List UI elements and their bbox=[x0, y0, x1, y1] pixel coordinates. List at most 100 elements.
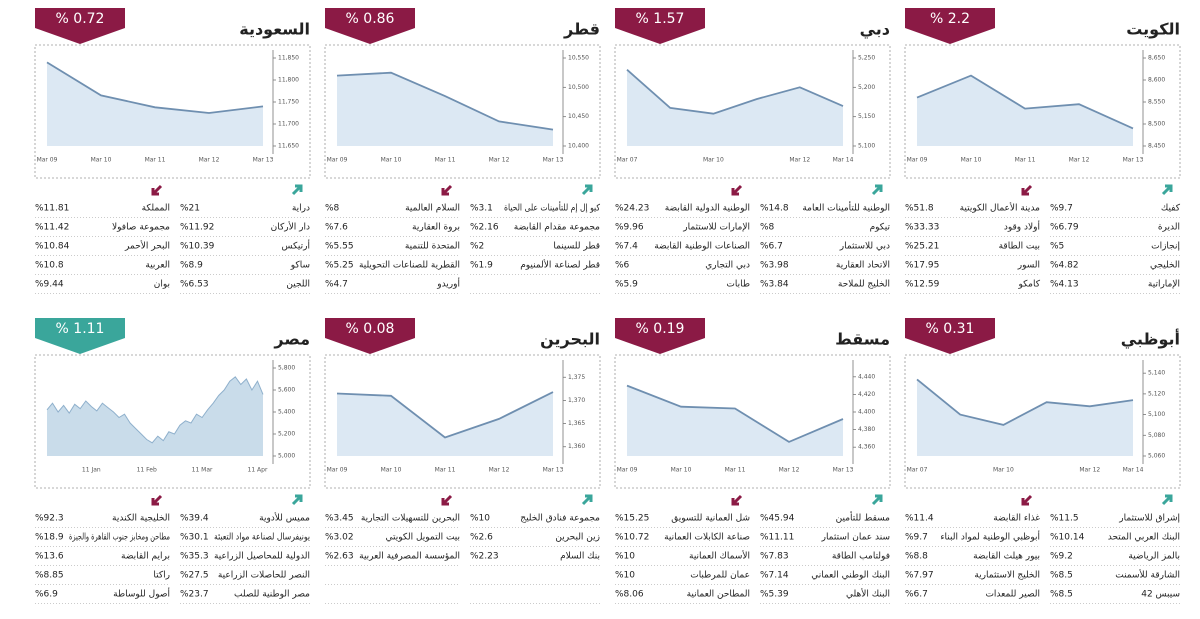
market-title: دبي bbox=[860, 20, 890, 40]
stock-name: أرتيكس bbox=[281, 240, 310, 252]
down-arrow bbox=[731, 184, 743, 196]
y-tick-label: 11,800 bbox=[278, 77, 299, 84]
change-badge bbox=[35, 318, 125, 354]
stock-change: %9.7 bbox=[1050, 204, 1073, 214]
stock-change: %2 bbox=[470, 242, 484, 252]
stock-change: %30.1 bbox=[180, 533, 209, 543]
stock-name: صناعة الكابلات العمانية bbox=[664, 533, 750, 543]
stock-change: %3.84 bbox=[760, 280, 789, 290]
stock-name: الديرة bbox=[1158, 223, 1180, 233]
x-tick-label: Mar 12 bbox=[199, 157, 220, 164]
change-label: % 0.19 bbox=[636, 321, 685, 337]
stock-name: زين البحرين bbox=[555, 533, 600, 543]
y-tick-label: 4,420 bbox=[858, 391, 875, 398]
stock-change: %92.3 bbox=[35, 514, 64, 524]
stock-name: مجموعة مقدام القابضة bbox=[514, 223, 600, 233]
stock-name: قطر لصناعة الألمنيوم bbox=[520, 259, 600, 271]
x-tick-label: Mar 13 bbox=[253, 157, 274, 164]
x-tick-label: Mar 14 bbox=[1123, 467, 1144, 474]
down-arrow bbox=[151, 184, 163, 196]
stock-name: الشارقة للأسمنت bbox=[1115, 569, 1180, 581]
x-tick-label: Mar 10 bbox=[671, 467, 692, 474]
stock-name: الخليج للملاحة bbox=[838, 280, 890, 290]
y-tick-label: 8,450 bbox=[1148, 143, 1165, 150]
x-tick-label: Mar 09 bbox=[907, 157, 928, 164]
stock-name: اللجين bbox=[286, 280, 310, 290]
stock-name: البنك الوطني العماني bbox=[811, 571, 890, 581]
x-tick-label: Mar 07 bbox=[617, 157, 638, 164]
stock-name: البنك العربي المتحد bbox=[1108, 533, 1180, 543]
stock-name: غذاء القابضة bbox=[993, 514, 1040, 524]
stock-change: %10 bbox=[615, 552, 635, 562]
stock-name: القطرية للصناعات التحويلية bbox=[359, 261, 460, 271]
stock-name: السلام العالمية bbox=[405, 204, 460, 214]
stock-name: الخليج الاستثمارية bbox=[974, 571, 1040, 581]
x-tick-label: Mar 14 bbox=[833, 157, 854, 164]
stock-name: الوطنية الدولية القابضة bbox=[665, 204, 750, 214]
y-tick-label: 5,140 bbox=[1148, 370, 1165, 377]
y-tick-label: 5,080 bbox=[1148, 432, 1165, 439]
stock-name: المتحدة للتنمية bbox=[405, 242, 460, 252]
up-arrow bbox=[871, 494, 883, 506]
stock-name: تيكوم bbox=[870, 223, 891, 233]
down-arrow bbox=[1021, 184, 1033, 196]
change-badge bbox=[615, 8, 705, 44]
stock-change: %2.16 bbox=[470, 223, 499, 233]
stock-change: %3.98 bbox=[760, 261, 789, 271]
stock-name: البحر الأحمر bbox=[124, 240, 170, 252]
x-tick-label: Mar 09 bbox=[617, 467, 638, 474]
change-badge bbox=[325, 318, 415, 354]
change-label: % 1.11 bbox=[56, 321, 105, 337]
y-tick-label: 11,650 bbox=[278, 143, 299, 150]
x-tick-label: Mar 10 bbox=[381, 467, 402, 474]
stock-change: %5.9 bbox=[615, 280, 638, 290]
stock-change: %18.9 bbox=[35, 533, 64, 543]
stock-change: %24.23 bbox=[615, 204, 649, 214]
x-tick-label: Mar 10 bbox=[381, 157, 402, 164]
stock-change: %45.94 bbox=[760, 514, 795, 524]
index-line bbox=[916, 74, 1134, 130]
stock-change: %8.8 bbox=[905, 552, 928, 562]
down-arrow bbox=[731, 494, 743, 506]
stock-name: بالمز الرياضية bbox=[1128, 552, 1180, 562]
stock-change: %33.33 bbox=[905, 223, 939, 233]
stock-change: %8.5 bbox=[1050, 571, 1073, 581]
stock-name: العربية bbox=[145, 261, 170, 271]
stock-change: %7.6 bbox=[325, 223, 348, 233]
stock-change: %9.44 bbox=[35, 280, 64, 290]
stock-name: مميس للأدوية bbox=[259, 512, 310, 524]
stock-change: %8 bbox=[325, 204, 340, 214]
stock-change: %9.96 bbox=[615, 223, 644, 233]
change-label: % 2.2 bbox=[930, 11, 970, 27]
stock-change: %10.39 bbox=[180, 242, 215, 252]
x-tick-label: Mar 13 bbox=[1123, 157, 1144, 164]
x-tick-label: Mar 12 bbox=[1069, 157, 1090, 164]
market-title: الكويت bbox=[1126, 20, 1180, 39]
y-tick-label: 5,400 bbox=[278, 409, 295, 416]
stock-change: %3.1 bbox=[470, 204, 493, 214]
market-title: السعودية bbox=[239, 20, 310, 39]
area-fill bbox=[47, 62, 263, 146]
stock-name: المطاحن العمانية bbox=[687, 590, 750, 600]
stock-change: %10.14 bbox=[1050, 533, 1085, 543]
stock-change: %8 bbox=[760, 223, 775, 233]
x-tick-label: Mar 11 bbox=[435, 157, 456, 164]
stock-change: %35.3 bbox=[180, 552, 209, 562]
stock-change: %6.7 bbox=[760, 242, 783, 252]
y-tick-label: 1,375 bbox=[568, 374, 585, 381]
stock-change: %10.8 bbox=[35, 261, 64, 271]
index-line bbox=[626, 384, 844, 443]
stock-change: %6.79 bbox=[1050, 223, 1079, 233]
stock-change: %8.85 bbox=[35, 571, 64, 581]
y-tick-label: 5,200 bbox=[858, 84, 875, 91]
stock-change: %8.5 bbox=[1050, 590, 1073, 600]
y-tick-label: 11,700 bbox=[278, 121, 299, 128]
market-title: البحرين bbox=[540, 330, 600, 349]
up-arrow bbox=[1161, 184, 1173, 196]
stock-change: %5.25 bbox=[325, 261, 354, 271]
y-tick-label: 5,120 bbox=[1148, 390, 1165, 397]
y-tick-label: 5,100 bbox=[1148, 411, 1165, 418]
stock-name: مجموعة صافولا bbox=[112, 223, 170, 233]
stock-change: %10.72 bbox=[615, 533, 649, 543]
stock-change: %39.4 bbox=[180, 514, 209, 524]
